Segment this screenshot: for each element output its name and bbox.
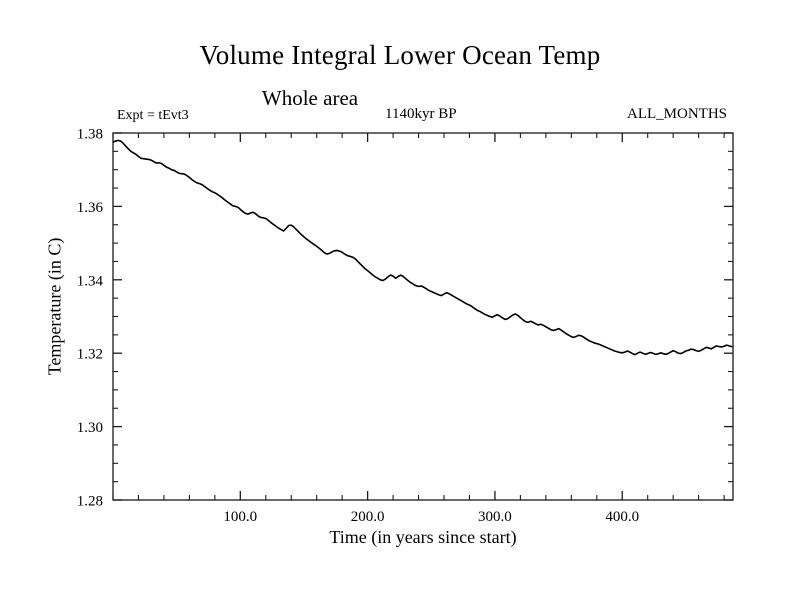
months-label: ALL_MONTHS <box>627 106 727 122</box>
epoch-label: 1140kyr BP <box>385 106 457 122</box>
data-series-group <box>113 139 733 356</box>
svg-text:1.32: 1.32 <box>77 347 103 363</box>
x-axis-ticks: 100.0 200.0 300.0 400.0 <box>112 133 725 525</box>
svg-text:1.34: 1.34 <box>77 273 104 289</box>
experiment-label: Expt = tEvt3 <box>117 108 189 123</box>
svg-text:1.30: 1.30 <box>77 420 103 436</box>
y-axis-ticks: 1.28 1.30 1.32 1.34 1.36 1.38 <box>77 127 733 510</box>
series-line-0 <box>113 139 733 356</box>
svg-text:1.38: 1.38 <box>77 127 103 143</box>
chart-subtitle: Whole area <box>261 86 359 110</box>
svg-text:400.0: 400.0 <box>605 509 639 525</box>
svg-text:1.28: 1.28 <box>77 494 103 510</box>
page-title: Volume Integral Lower Ocean Temp <box>199 40 601 70</box>
y-axis-title: Temperature (in C) <box>44 237 65 376</box>
x-axis-title: Time (in years since start) <box>329 527 517 547</box>
svg-text:1.36: 1.36 <box>77 200 104 216</box>
svg-text:100.0: 100.0 <box>223 509 257 525</box>
svg-text:200.0: 200.0 <box>351 509 385 525</box>
svg-text:300.0: 300.0 <box>478 509 512 525</box>
